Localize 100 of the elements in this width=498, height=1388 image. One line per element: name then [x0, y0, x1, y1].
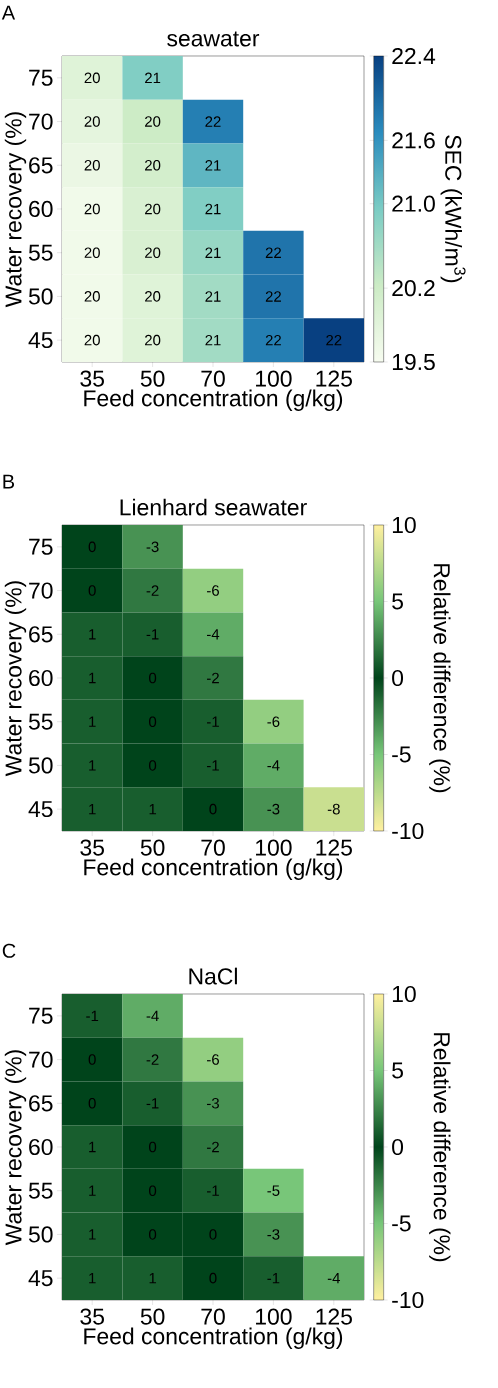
y-tick-label: 60 — [29, 1138, 53, 1156]
color-bar-label: 22.4 — [392, 47, 436, 64]
y-tick-label: 70 — [29, 1051, 53, 1068]
data-label: -4 — [267, 760, 280, 771]
data-label: -3 — [207, 1097, 219, 1109]
color-bar-label: 21.0 — [392, 195, 435, 212]
x-tick-label: 125 — [316, 839, 352, 856]
chart-title: NaCl — [189, 967, 237, 985]
data-label: 20 — [145, 334, 161, 346]
x-tick-label: 100 — [256, 1308, 292, 1325]
data-label: 21 — [205, 291, 221, 302]
data-label: 1 — [89, 760, 96, 771]
data-label: 20 — [84, 116, 100, 127]
data-label: 22 — [205, 116, 221, 127]
data-label: -4 — [327, 1273, 341, 1284]
data-label: 0 — [209, 1229, 217, 1240]
data-label: -3 — [146, 541, 159, 553]
data-label: 1 — [149, 803, 157, 815]
x-tick-label: 100 — [256, 370, 292, 387]
color-bar-label: -10 — [392, 822, 424, 840]
x-tick-label: 35 — [80, 370, 104, 387]
data-label: -6 — [207, 585, 219, 596]
data-label: 21 — [205, 334, 221, 346]
data-label: 1 — [89, 1141, 96, 1153]
color-bar-label: 5 — [392, 593, 403, 610]
text: B — [3, 474, 15, 489]
data-label: 0 — [149, 716, 157, 727]
y-tick-label: 45 — [28, 801, 53, 818]
data-label: -4 — [146, 1010, 159, 1021]
y-tick-label: 55 — [28, 713, 53, 730]
text: C — [2, 943, 16, 958]
data-label: 1 — [89, 1229, 96, 1240]
data-label: -1 — [146, 629, 159, 640]
y-tick-label: 65 — [29, 1095, 53, 1112]
data-label: -1 — [86, 1010, 99, 1021]
data-label: -1 — [146, 1098, 159, 1109]
y-tick-label: 50 — [28, 1226, 53, 1243]
chart-title: Lienhard seawater — [120, 498, 307, 516]
data-label: -2 — [146, 585, 159, 596]
data-label: 21 — [145, 72, 161, 84]
data-label: -3 — [267, 803, 280, 815]
y-tick-label: 75 — [29, 69, 53, 86]
data-label: 0 — [88, 1097, 96, 1109]
data-label: -4 — [207, 629, 220, 640]
data-label: 22 — [326, 334, 342, 346]
data-label: 20 — [84, 291, 100, 302]
color-bar-label: -10 — [392, 1291, 424, 1309]
data-label: -5 — [267, 1185, 280, 1196]
data-label: -2 — [207, 1141, 219, 1153]
chart-title: seawater — [167, 31, 260, 47]
data-label: 22 — [265, 334, 281, 346]
color-bar-label: 21.6 — [392, 132, 435, 149]
color-bar-title: Relative difference (%) — [429, 564, 451, 793]
data-label: 1 — [89, 716, 96, 727]
x-tick-label: 125 — [316, 1308, 352, 1325]
data-label: 0 — [149, 1229, 157, 1240]
y-tick-label: 70 — [29, 113, 53, 130]
y-tick-label: 45 — [28, 1270, 53, 1287]
data-label: 0 — [149, 672, 157, 684]
color-bar-label: 5 — [392, 1062, 403, 1079]
x-tick-label: 70 — [201, 839, 225, 856]
x-axis-title: Feed concentration (g/kg) — [84, 858, 343, 880]
data-label: 20 — [145, 159, 161, 171]
data-label: -6 — [267, 716, 280, 727]
data-label: -8 — [327, 803, 340, 815]
color-bar-title: Relative difference (%) — [429, 1033, 451, 1262]
data-label: 0 — [149, 1185, 157, 1196]
y-tick-label: 75 — [29, 1007, 53, 1024]
y-tick-label: 65 — [29, 626, 53, 643]
x-tick-label: 50 — [140, 1308, 165, 1325]
data-label: 21 — [205, 203, 221, 215]
data-label: 21 — [205, 160, 221, 171]
x-tick-label: 35 — [80, 839, 104, 856]
x-tick-label: 100 — [256, 839, 292, 856]
data-label: 22 — [265, 247, 281, 258]
x-tick-label: 70 — [201, 370, 225, 387]
data-label: 0 — [88, 541, 96, 553]
data-label: 22 — [265, 291, 281, 302]
color-bar-label: -5 — [392, 746, 411, 763]
data-label: -3 — [267, 1229, 280, 1240]
y-tick-label: 55 — [28, 1182, 53, 1199]
y-tick-label: 50 — [28, 757, 53, 774]
data-label: 0 — [209, 803, 217, 815]
y-tick-label: 65 — [29, 157, 53, 174]
data-label: -1 — [207, 760, 219, 771]
data-label: 20 — [84, 159, 100, 171]
data-label: 1 — [89, 672, 96, 684]
data-label: 20 — [145, 291, 161, 302]
data-label: -2 — [207, 672, 219, 684]
data-label: -1 — [207, 1185, 219, 1196]
text: A — [1, 5, 16, 20]
color-bar-label: 10 — [392, 985, 416, 1003]
data-label: 1 — [89, 1273, 96, 1284]
data-label: 1 — [89, 629, 96, 640]
data-label: 1 — [149, 1273, 157, 1284]
data-label: 20 — [145, 247, 161, 258]
data-label: -1 — [207, 716, 219, 727]
color-bar-label: 0 — [392, 1138, 404, 1156]
y-tick-label: 60 — [29, 669, 53, 687]
x-tick-label: 50 — [140, 370, 165, 387]
